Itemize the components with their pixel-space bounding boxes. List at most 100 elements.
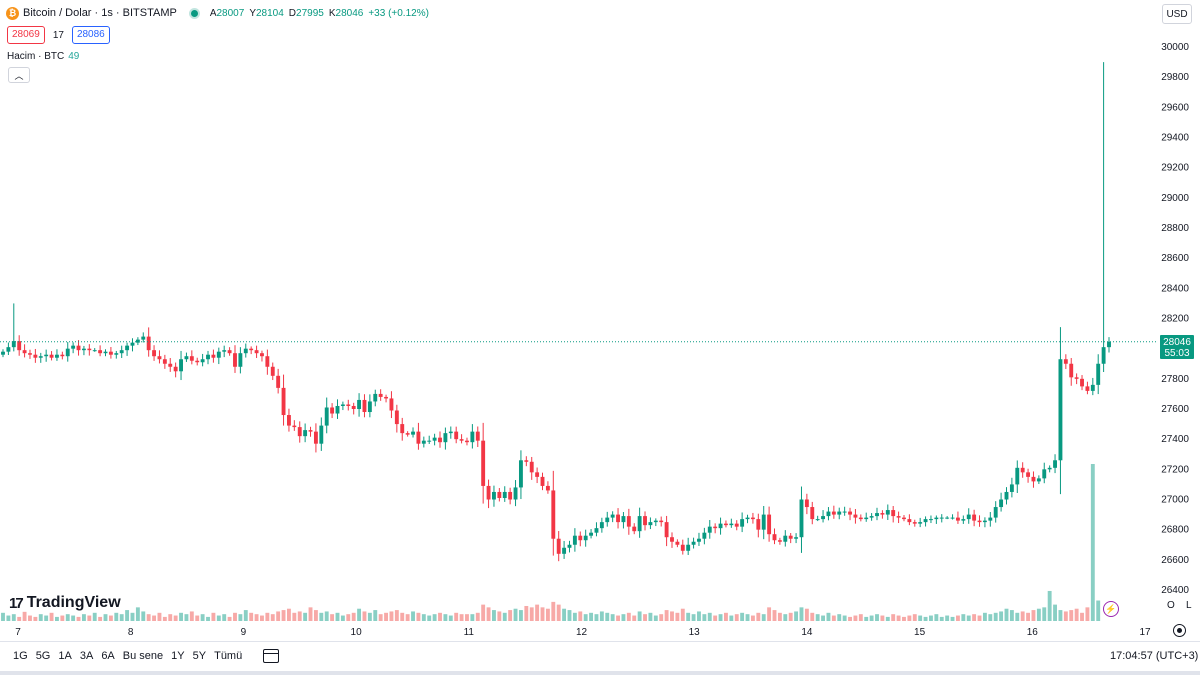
volume-bar — [589, 612, 594, 621]
volume-bar — [470, 614, 475, 621]
candle-body — [562, 547, 567, 554]
volume-bar — [195, 615, 200, 621]
volume-bar — [583, 614, 588, 621]
candle-body — [513, 487, 518, 500]
linear-scale-button[interactable]: L — [1186, 600, 1192, 611]
settings-icon[interactable] — [1173, 624, 1186, 637]
volume-bar — [1063, 611, 1068, 621]
volume-bar — [670, 611, 674, 621]
volume-bar — [394, 610, 399, 621]
candle-body — [556, 538, 561, 554]
candle-body — [367, 401, 372, 413]
bid-ask-panel: 28069 17 28086 — [7, 26, 110, 44]
timeframe-3a[interactable]: 3A — [79, 650, 94, 662]
volume-bar — [92, 612, 97, 621]
candle-body — [599, 522, 604, 529]
volume-bar — [130, 612, 135, 621]
volume-bar — [28, 615, 32, 621]
buy-price-button[interactable]: 28086 — [71, 26, 110, 44]
candle-body — [777, 540, 782, 542]
open-value: 28007 — [216, 7, 245, 19]
volume-bar — [351, 612, 356, 621]
timezone-clock[interactable]: 17:04:57 (UTC+3) — [1110, 650, 1199, 662]
volume-bar — [1069, 610, 1074, 621]
candle-body — [1058, 359, 1063, 461]
candle-body — [950, 517, 955, 519]
candle-body — [783, 535, 788, 542]
candle-body — [848, 511, 852, 515]
volume-bar — [810, 612, 815, 621]
low-label: D — [288, 7, 297, 19]
candle-body — [55, 354, 59, 358]
volume-bar — [972, 614, 977, 621]
candle-body — [594, 528, 599, 533]
candle-body — [810, 507, 815, 520]
symbol-legend[interactable]: ₿ Bitcoin / Dolar · 1s · BITSTAMP A28007… — [6, 5, 429, 21]
collapse-legend-button[interactable]: ︿ — [8, 67, 30, 83]
volume-bar — [724, 612, 728, 621]
bottom-strip — [0, 671, 1200, 675]
candle-body — [335, 405, 340, 414]
volume-bar — [988, 614, 993, 621]
volume-bar — [367, 612, 372, 621]
candle-body — [222, 350, 227, 352]
candle-body — [168, 363, 173, 367]
price-tick-label: 29400 — [1161, 133, 1189, 144]
timeframe-6a[interactable]: 6A — [101, 650, 115, 662]
candle-body — [977, 520, 982, 523]
price-tick-label: 27800 — [1161, 374, 1189, 385]
time-axis[interactable]: 7 8 9 10 11 12 13 14 15 16 17 — [15, 627, 1151, 638]
volume-bar — [173, 615, 178, 621]
timeframe-1a[interactable]: 1A — [58, 650, 72, 662]
timeframe-1y[interactable]: 1Y — [171, 650, 185, 662]
candle-body — [626, 516, 631, 527]
candle-body — [653, 520, 658, 523]
timeframe-ytd[interactable]: Bu sene — [122, 650, 164, 662]
candle-body — [152, 350, 157, 357]
price-chart[interactable]: 26400 26600 26800 27000 27200 27400 27600 27800… — [0, 0, 1200, 640]
candle-body — [1031, 476, 1036, 482]
time-tick-label: 7 — [15, 627, 21, 638]
volume-bar — [826, 612, 831, 621]
candle-body — [1047, 467, 1052, 470]
candle-body — [929, 519, 933, 521]
symbol-title[interactable]: Bitcoin / Dolar · 1s · BITSTAMP — [23, 7, 177, 19]
candle-body — [173, 366, 178, 372]
candle-body — [583, 535, 588, 541]
volume-bar — [357, 608, 362, 621]
candle-body — [44, 354, 49, 357]
candle-body — [1015, 467, 1020, 485]
calendar-icon[interactable] — [263, 649, 280, 663]
lightning-icon[interactable]: ⚡ — [1103, 601, 1119, 617]
tradingview-logo[interactable]: 17 TradingView — [9, 594, 121, 612]
volume-bar — [702, 614, 707, 621]
timeframe-1g[interactable]: 1G — [13, 650, 28, 662]
volume-bar — [81, 614, 86, 621]
countdown-text: 55:03 — [1164, 348, 1189, 359]
price-tick-label: 28200 — [1161, 314, 1189, 325]
volume-bar — [308, 607, 313, 621]
candle-body — [200, 359, 205, 363]
volume-bar — [1015, 612, 1020, 621]
volume-bar — [286, 608, 291, 621]
timeframe-5y[interactable]: 5Y — [192, 650, 207, 662]
volume-bar — [141, 611, 146, 621]
candle-body — [1074, 377, 1079, 379]
volume-bar — [923, 616, 928, 621]
volume-bar — [653, 615, 658, 621]
timeframe-all[interactable]: Tümü — [214, 650, 243, 662]
volume-legend[interactable]: Hacim · BTC 49 — [7, 51, 79, 62]
volume-bar — [1020, 611, 1025, 621]
price-axis[interactable]: 26400 26600 26800 27000 27200 27400 27600 27800… — [1161, 42, 1189, 596]
sell-price-button[interactable]: 28069 — [7, 26, 45, 44]
price-tick-label: 29200 — [1161, 163, 1189, 174]
volume-bar — [319, 612, 324, 621]
price-tick-label: 28800 — [1161, 223, 1189, 234]
currency-button[interactable]: USD — [1162, 4, 1192, 24]
volume-bar — [761, 614, 766, 621]
market-status-icon[interactable] — [190, 9, 198, 17]
time-tick-label: 17 — [1139, 627, 1151, 638]
volume-bar — [378, 614, 383, 621]
log-scale-button[interactable]: O — [1167, 600, 1175, 611]
timeframe-5g[interactable]: 5G — [35, 650, 51, 662]
